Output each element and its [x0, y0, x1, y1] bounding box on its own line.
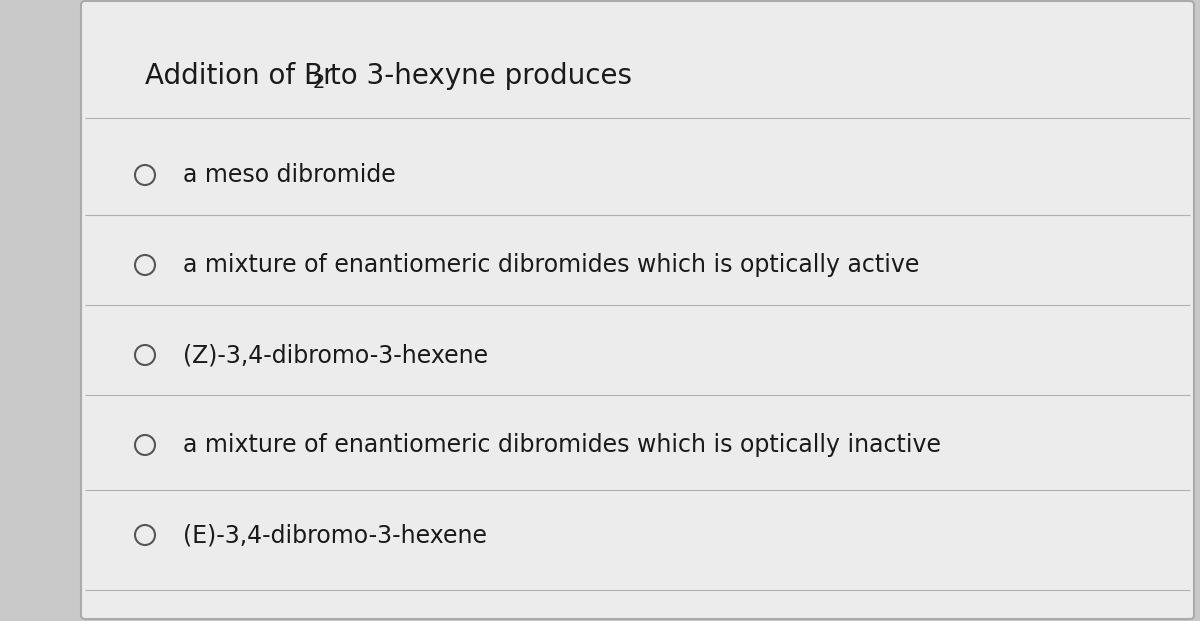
Text: a mixture of enantiomeric dibromides which is optically active: a mixture of enantiomeric dibromides whi…: [182, 253, 919, 277]
Text: to 3-hexyne produces: to 3-hexyne produces: [322, 62, 632, 90]
FancyBboxPatch shape: [82, 1, 1194, 619]
Text: Addition of Br: Addition of Br: [145, 62, 335, 90]
Text: a meso dibromide: a meso dibromide: [182, 163, 396, 187]
Text: (E)-3,4-dibromo-3-hexene: (E)-3,4-dibromo-3-hexene: [182, 523, 487, 547]
Text: a mixture of enantiomeric dibromides which is optically inactive: a mixture of enantiomeric dibromides whi…: [182, 433, 941, 457]
Text: (Z)-3,4-dibromo-3-hexene: (Z)-3,4-dibromo-3-hexene: [182, 343, 488, 367]
Text: 2: 2: [313, 73, 325, 92]
